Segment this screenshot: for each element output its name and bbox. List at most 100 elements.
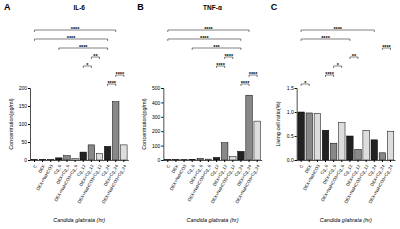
bar xyxy=(363,130,370,160)
significance-label: **** xyxy=(382,44,391,50)
bar xyxy=(254,121,261,160)
tick-mark xyxy=(83,160,84,162)
tick-mark xyxy=(200,160,201,162)
tick-label: 1.0 xyxy=(287,109,294,115)
panel-label: C xyxy=(271,2,278,12)
tick-label: DEX+NaHCO3+Cg_24 xyxy=(101,163,128,204)
tick: 200 xyxy=(19,85,30,91)
bars xyxy=(298,112,394,160)
significance-label: **** xyxy=(321,35,330,41)
bar xyxy=(379,153,386,160)
bar xyxy=(173,159,180,160)
tick-mark xyxy=(295,160,297,161)
tick-mark xyxy=(309,160,310,162)
tick-mark xyxy=(161,146,163,147)
tick-mark xyxy=(167,160,168,162)
tick-mark xyxy=(257,160,258,162)
tick-label: 0.0 xyxy=(287,157,294,163)
tick-label: 400 xyxy=(152,100,161,106)
tick: 200 xyxy=(152,128,163,134)
bar xyxy=(306,113,313,160)
tick: DEX+NaHCO3 xyxy=(35,160,54,191)
brackets: *********************** xyxy=(34,26,124,87)
significance-label: * xyxy=(86,62,89,68)
tick: DEX+NaHCO3 xyxy=(302,160,321,191)
tick: DEX+NaHCO3+Cg_6 xyxy=(187,160,212,202)
brackets: ******************** xyxy=(301,26,391,87)
tick: 100 xyxy=(19,121,30,127)
tick-mark xyxy=(28,160,30,161)
tick-mark xyxy=(184,160,185,162)
tick-mark xyxy=(161,88,163,89)
axis-line xyxy=(161,89,164,161)
axis-line xyxy=(31,160,129,161)
bars xyxy=(165,95,261,160)
bar xyxy=(371,140,378,160)
tick-mark xyxy=(99,160,100,162)
tick-label: C xyxy=(32,164,38,169)
tick-mark xyxy=(50,160,51,162)
axis-line xyxy=(28,89,31,161)
bar xyxy=(80,152,87,160)
tick-label: DEX+NaHCO3+Cg_6 xyxy=(187,163,212,202)
bar xyxy=(88,145,95,160)
tick-mark xyxy=(28,88,30,89)
tick-mark xyxy=(232,160,233,162)
tick-mark xyxy=(301,160,302,162)
x-axis: CDEXDEX+NaHCO3Cg_6DEX+Cg_6DEX+NaHCO3+Cg_… xyxy=(164,160,262,204)
bar xyxy=(355,149,362,160)
tick: DEX+NaHCO3+Cg_12 xyxy=(343,160,370,204)
tick: DEX+NaHCO3+Cg_6 xyxy=(53,160,78,202)
bar xyxy=(56,158,63,160)
bar xyxy=(64,156,71,160)
x-axis-title: Candida glabrata (hr) xyxy=(187,217,239,223)
figure: 0 50 100 150 200 CDEXDEX+NaHCO3Cg_6DEX+Cg_6DE… xyxy=(0,0,400,229)
tick-mark xyxy=(317,160,318,162)
axis-line xyxy=(297,160,395,161)
bar xyxy=(197,158,204,160)
tick-mark xyxy=(358,160,359,162)
tick-label: 1.5 xyxy=(287,85,294,91)
x-axis: CDEXDEX+NaHCO3Cg_6DEX+Cg_6DEX+NaHCO3+Cg_… xyxy=(297,160,395,204)
bar xyxy=(189,159,196,160)
bar xyxy=(339,123,346,160)
panel-label: A xyxy=(4,2,11,12)
tick-mark xyxy=(42,160,43,162)
bar xyxy=(181,159,188,160)
bar xyxy=(39,159,46,160)
tick-mark xyxy=(28,124,30,125)
tick-mark xyxy=(325,160,326,162)
tick-mark xyxy=(295,112,297,113)
tick-label: DEX+NaHCO3 xyxy=(35,163,54,191)
bar xyxy=(165,159,172,160)
tick-label: 100 xyxy=(19,121,28,127)
x-axis: CDEXDEX+NaHCO3Cg_6DEX+Cg_6DEX+NaHCO3+Cg_… xyxy=(31,160,129,204)
bar xyxy=(112,102,119,160)
tick-mark xyxy=(34,160,35,162)
significance-label: **** xyxy=(71,26,80,32)
tick: 150 xyxy=(19,103,30,109)
tick: C xyxy=(299,160,305,169)
tick-label: DEX+NaHCO3+Cg_12 xyxy=(210,163,237,204)
bar xyxy=(322,130,329,160)
tick-mark xyxy=(341,160,342,162)
tick-mark xyxy=(390,160,391,162)
tick-label: 50 xyxy=(21,139,27,145)
y-axis: 0100200300400500 xyxy=(152,85,164,163)
tick: DEX+NaHCO3+Cg_12 xyxy=(77,160,104,204)
tick-label: 0 xyxy=(24,157,27,163)
tick-mark xyxy=(382,160,383,162)
tick-label: C xyxy=(299,164,305,169)
tick-mark xyxy=(374,160,375,162)
bar xyxy=(47,159,54,160)
tick: 0 xyxy=(158,157,164,163)
tick-mark xyxy=(161,102,163,103)
tick-label: 100 xyxy=(152,143,161,149)
bar xyxy=(347,136,354,160)
tick-label: 0.5 xyxy=(287,133,294,139)
tick: 1.5 xyxy=(287,85,297,91)
significance-label: **** xyxy=(241,80,250,86)
tick-mark xyxy=(161,160,163,161)
tick-mark xyxy=(28,106,30,107)
tick: DEX+NaHCO3 xyxy=(169,160,188,191)
